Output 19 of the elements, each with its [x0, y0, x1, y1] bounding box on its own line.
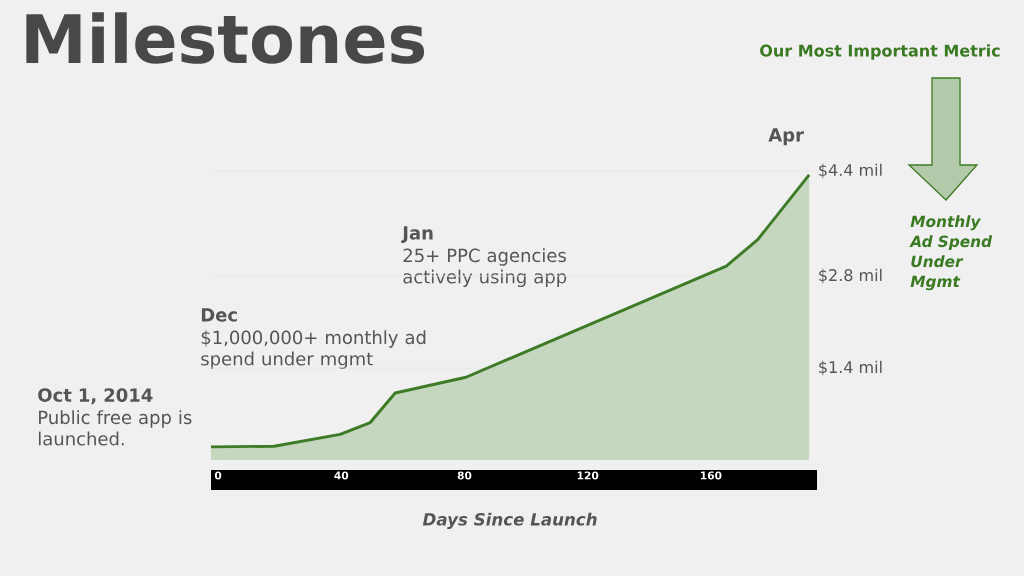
y-tick-label: $2.8 mil [819, 268, 882, 284]
x-tick-label: 40 [334, 471, 349, 480]
x-tick-label: 120 [577, 471, 599, 480]
chart-title: Milestones [26, 12, 425, 64]
text: Apr [768, 128, 804, 146]
annotation: 25+ PPC agencies actively using app [403, 248, 567, 288]
x-tick-label: 80 [457, 471, 472, 480]
x-tick-label: 0 [214, 471, 222, 480]
annotation: Jan [401, 226, 433, 243]
y-tick-label: $4.4 mil [819, 163, 882, 179]
y-tick-label: $1.4 mil [819, 360, 882, 376]
x-tick-label: 160 [700, 471, 722, 480]
annotation: Dec [201, 308, 237, 322]
text: Oct 1, 2014 [38, 388, 153, 405]
y-axis-title: Monthly Ad Spend Under Mgmt [909, 215, 993, 291]
text: Public free app is launched. [38, 410, 192, 446]
text: Our Most Important Metric [760, 44, 1000, 60]
annotation: $1,000,000+ monthly ad spend under mgmt [201, 330, 426, 370]
x-axis-title: Days Since Launch [422, 512, 597, 529]
